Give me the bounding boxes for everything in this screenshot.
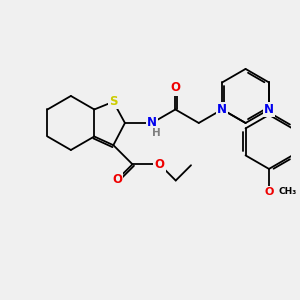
Text: S: S bbox=[218, 103, 226, 116]
Text: N: N bbox=[147, 116, 157, 130]
Text: O: O bbox=[112, 173, 122, 186]
Text: N: N bbox=[217, 103, 227, 116]
Text: CH₃: CH₃ bbox=[279, 188, 297, 196]
Text: O: O bbox=[264, 187, 274, 197]
Text: S: S bbox=[109, 95, 118, 108]
Text: N: N bbox=[264, 103, 274, 116]
Text: O: O bbox=[170, 81, 180, 94]
Text: O: O bbox=[154, 158, 164, 171]
Text: H: H bbox=[152, 128, 161, 138]
